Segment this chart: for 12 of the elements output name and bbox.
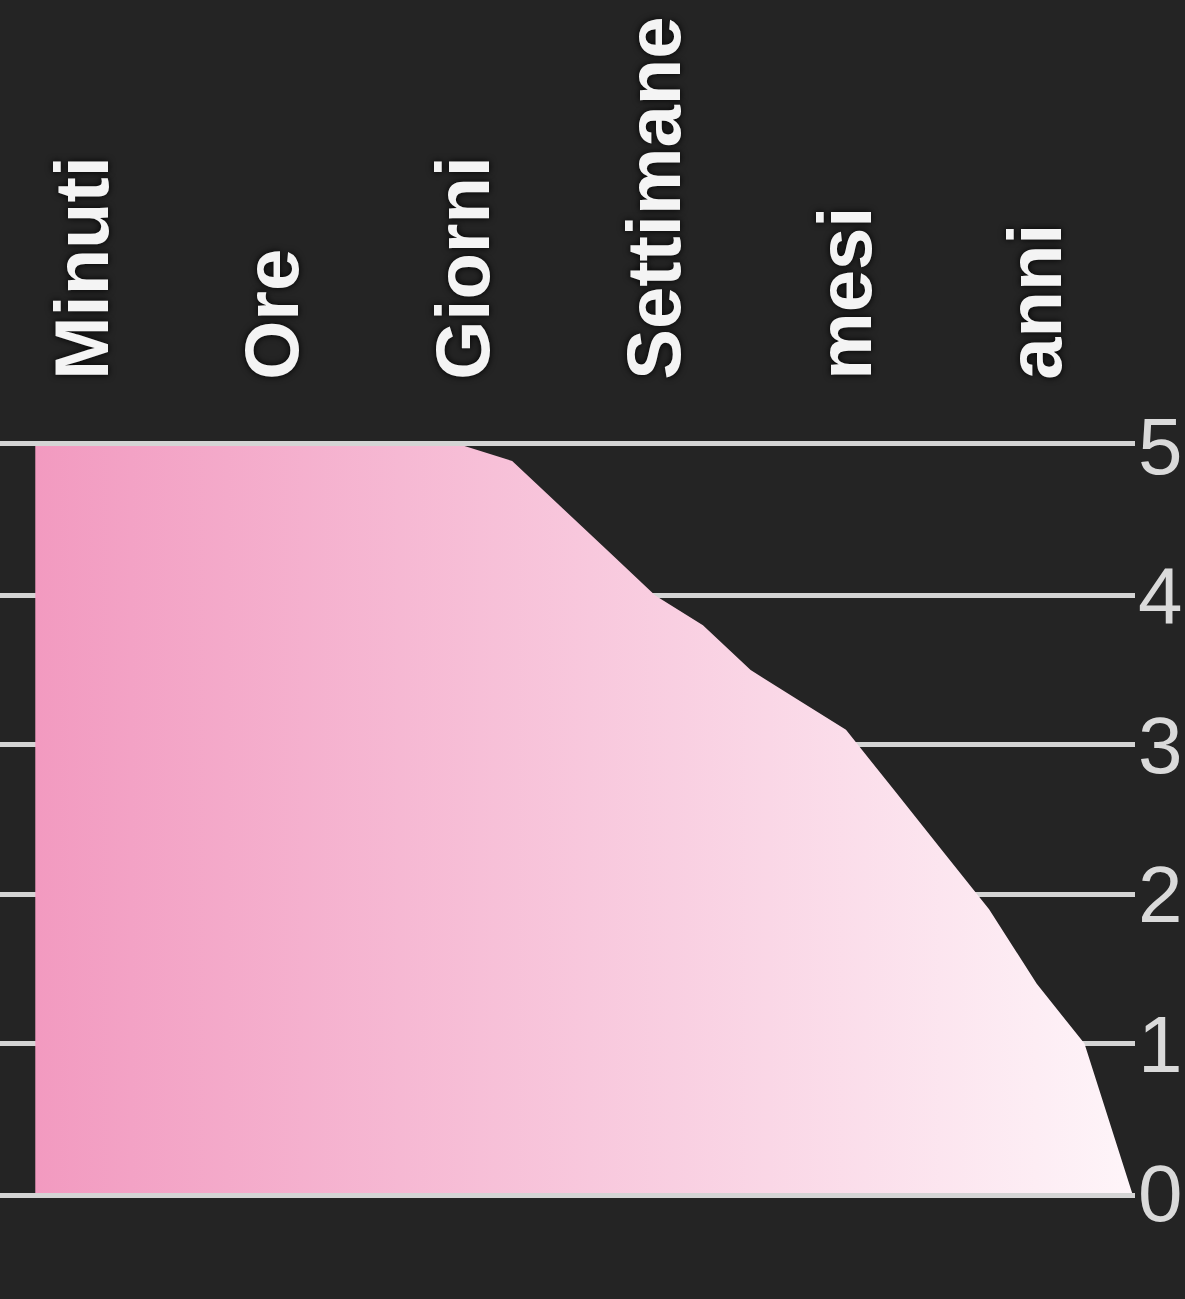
x-tick-label: Ore bbox=[229, 248, 315, 380]
y-tick-label: 4 bbox=[1138, 551, 1183, 641]
x-tick-label: Giorni bbox=[420, 156, 506, 380]
x-tick-label: Minuti bbox=[38, 156, 124, 380]
y-tick-label: 2 bbox=[1138, 850, 1183, 940]
x-tick-label: mesi bbox=[801, 206, 887, 380]
x-tick-label: Settimane bbox=[610, 16, 696, 380]
y-tick-label: 1 bbox=[1138, 999, 1183, 1089]
y-tick-label: 0 bbox=[1138, 1149, 1183, 1238]
y-tick-label: 3 bbox=[1138, 700, 1183, 790]
y-tick-label: 5 bbox=[1138, 402, 1183, 491]
x-tick-label: anni bbox=[992, 223, 1078, 380]
